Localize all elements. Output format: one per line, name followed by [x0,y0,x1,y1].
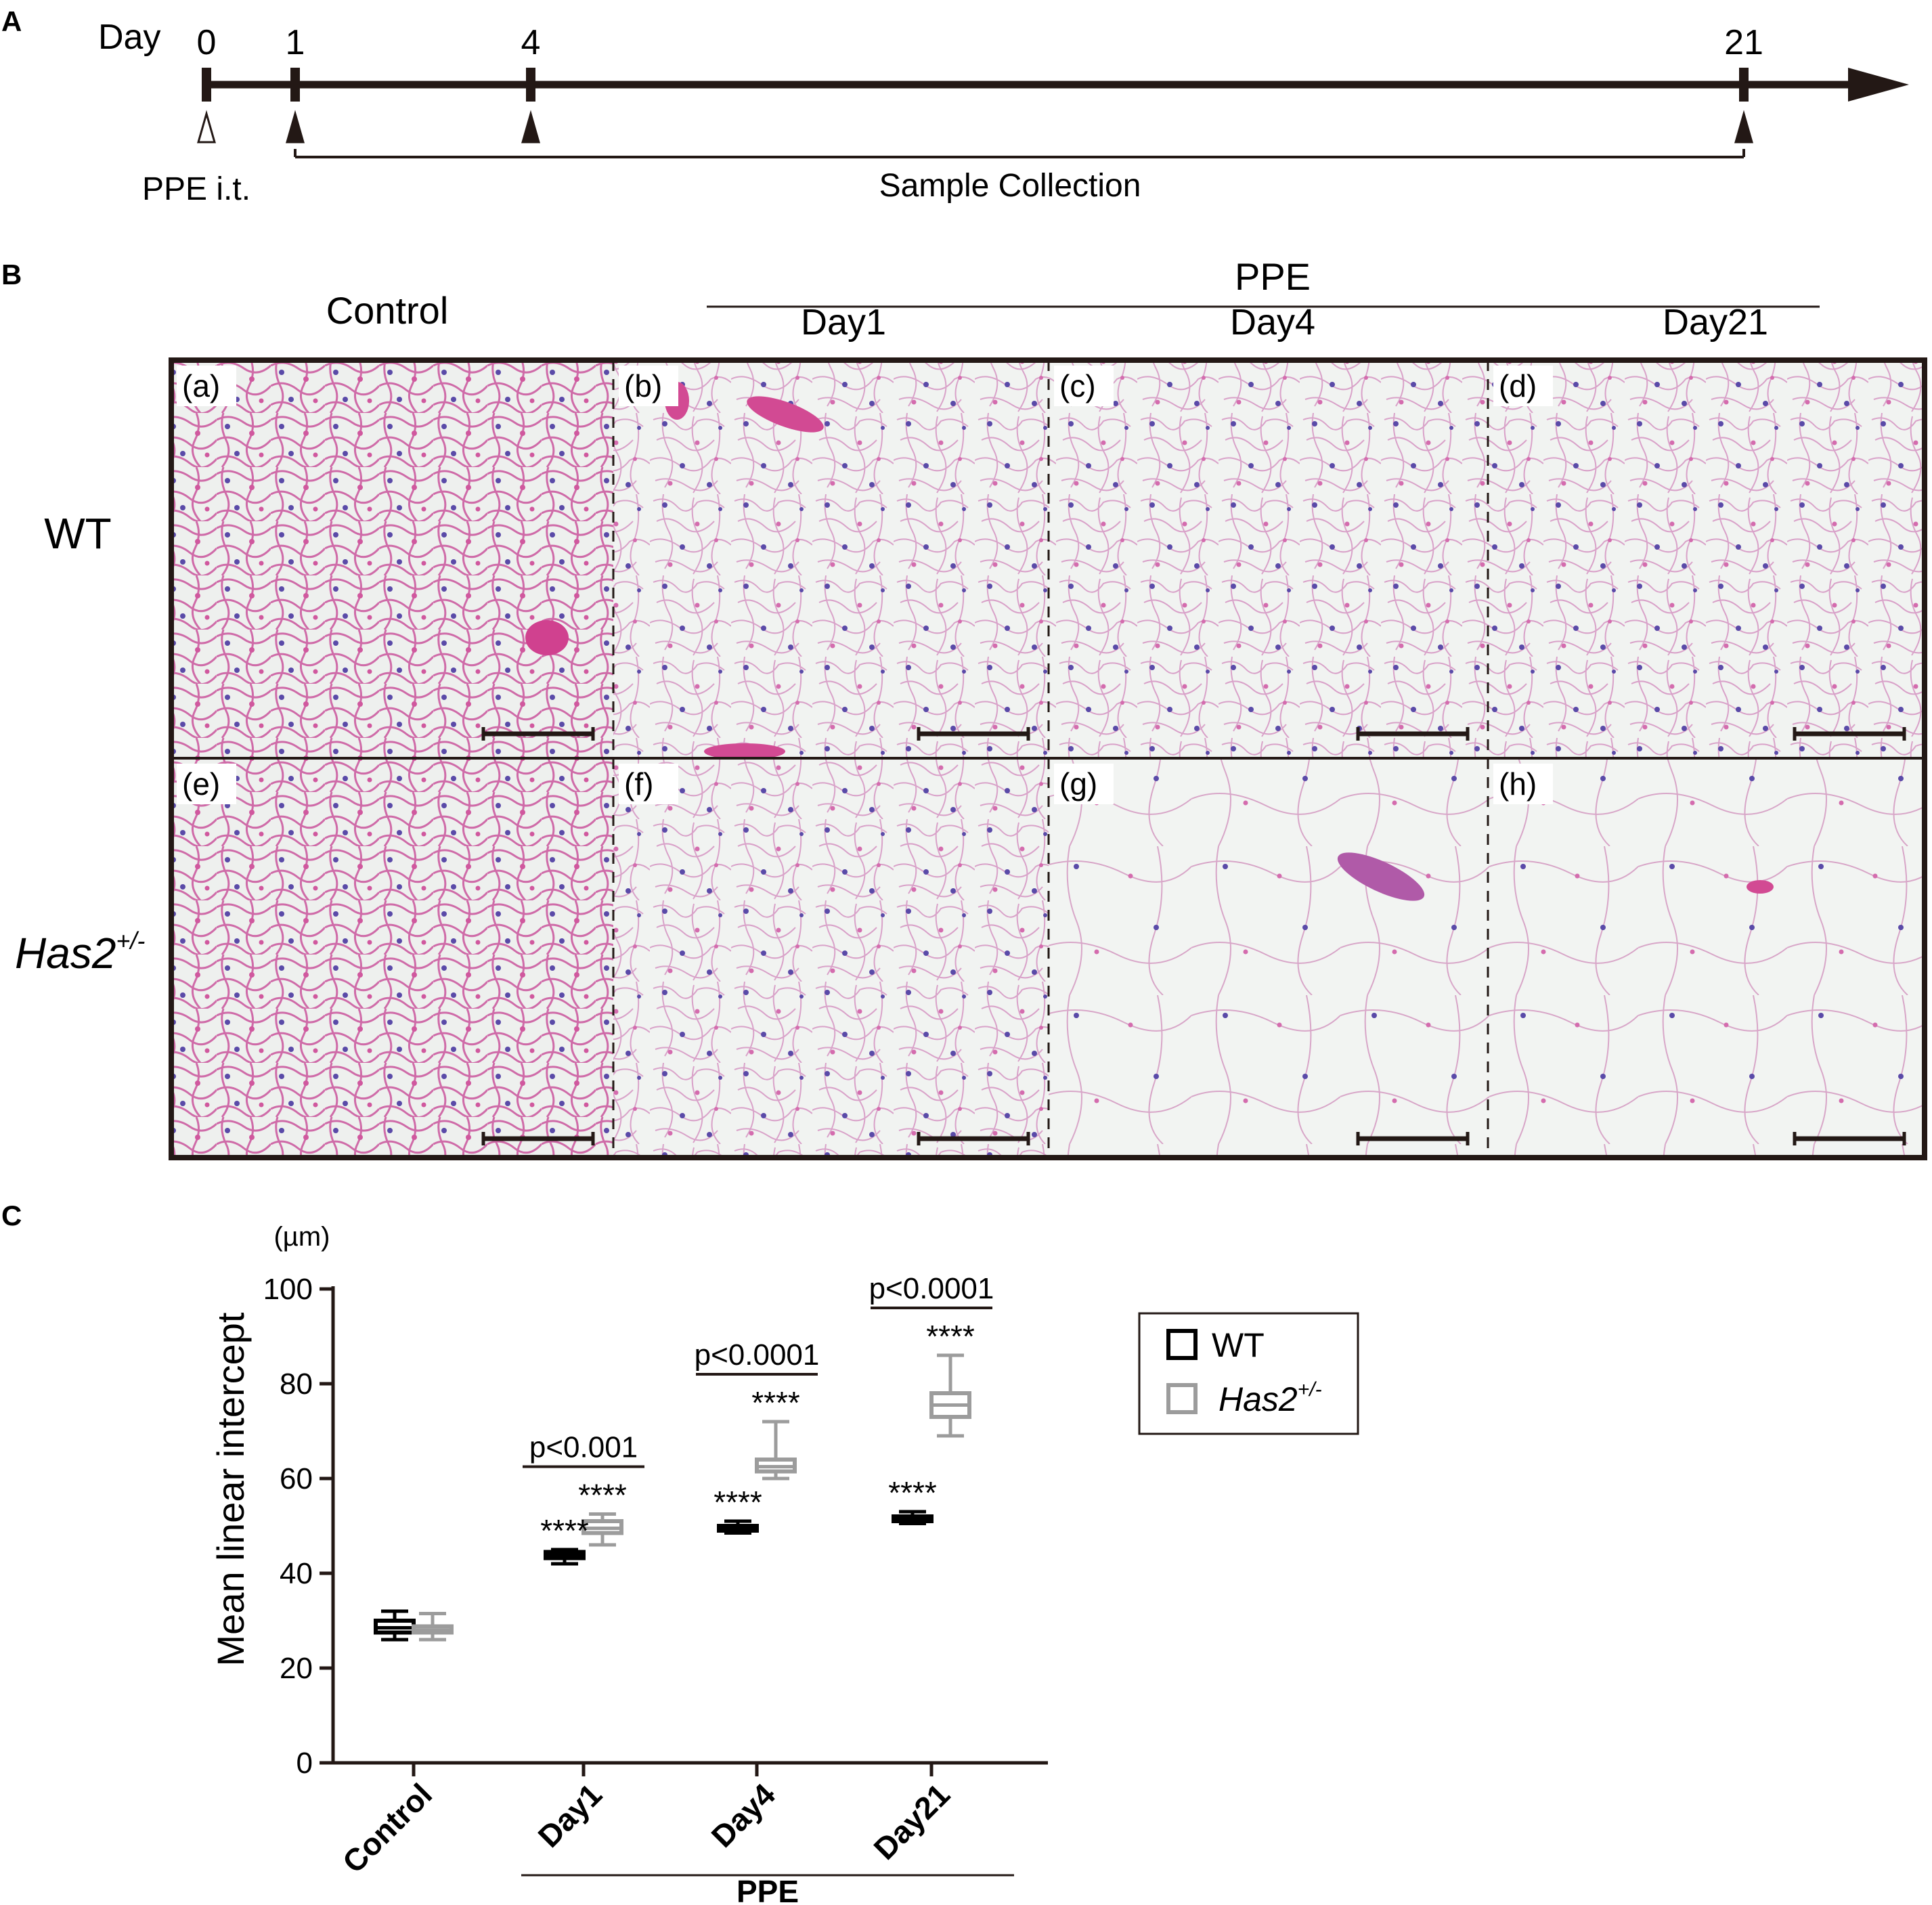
histology-grid [169,357,1927,1160]
comparison-p-value: p<0.0001 [695,1338,820,1372]
box-WT-Control [374,1609,416,1642]
tile-h [1488,758,1925,1158]
filled-arrowhead-icon [286,110,305,144]
ppe-group-label: PPE [737,1874,799,1905]
significance-stars: **** [888,1475,937,1510]
tile-g [1049,758,1488,1158]
legend-swatch-has2 [1166,1383,1198,1414]
row-label-has2: Has2+/- [15,927,145,978]
y-tick-label: 100 [263,1273,313,1306]
open-arrowhead-icon [197,110,216,144]
x-tick-label: Day4 [705,1776,783,1854]
legend: WT Has2+/- [1138,1312,1359,1435]
collection-label: Sample Collection [879,168,1141,204]
scale-bar [481,727,595,741]
day4-column-label: Day4 [1230,302,1315,343]
subpanel-label: (h) [1499,766,1537,802]
timeline-arrowhead [1848,68,1909,102]
timeline-panel: A Day 0 1 4 21 PPE i.t. Sample Collection [1,5,1909,207]
significance-stars: **** [926,1319,975,1354]
significance-stars: **** [540,1513,589,1548]
subpanel-label: (a) [182,368,220,403]
y-tick-label: 80 [280,1367,313,1401]
x-tick-label: Control [336,1776,439,1879]
legend-label-wt: WT [1212,1326,1265,1364]
box-Has2+/--Day1 [581,1512,623,1547]
box-Has2+/--Day21 [929,1353,971,1438]
y-tick-label: 60 [280,1462,313,1495]
y-tick-label: 0 [297,1747,313,1780]
timeline-tick-label-0: 0 [197,23,217,62]
day1-column-label: Day1 [801,302,886,343]
tile-d [1488,360,1925,758]
filled-arrowhead-icon [1734,110,1753,144]
subpanel-label: (b) [624,368,662,403]
x-tick-label: Day21 [866,1776,957,1866]
panel-label-a: A [1,5,22,37]
y-tick-label: 20 [280,1652,313,1685]
tile-c [1049,360,1488,758]
day21-column-label: Day21 [1663,302,1768,343]
y-tick-label: 40 [280,1557,313,1590]
box-WT-Day4 [717,1519,759,1535]
subpanel-label: (f) [624,766,653,802]
box-WT-Day21 [892,1510,934,1525]
scale-bar [1793,1132,1906,1145]
legend-swatch-wt [1166,1329,1198,1360]
row-label-wt: WT [44,509,112,558]
scale-bar [1356,727,1470,741]
subpanel-label: (g) [1059,766,1097,802]
legend-label-has2: Has2+/- [1219,1378,1322,1418]
box-Has2+/--Day4 [755,1420,797,1481]
subpanel-label: (c) [1059,368,1096,403]
subpanel-label: (e) [182,766,220,802]
timeline-tick-label-1: 1 [286,23,305,62]
ppe-column-label: PPE [1235,255,1311,298]
control-column-label: Control [326,289,449,332]
timeline-tick-label-21: 21 [1724,23,1763,62]
tile-f [613,758,1049,1158]
scale-bar [481,1132,595,1145]
significance-stars: **** [578,1478,627,1513]
comparison-p-value: p<0.001 [529,1431,638,1464]
significance-stars: **** [713,1485,762,1520]
x-tick-label: Day1 [531,1776,609,1854]
y-unit-label: (µm) [273,1222,330,1252]
scale-bar [917,1132,1030,1145]
treatment-label: PPE i.t. [142,171,250,207]
filled-arrowhead-icon [521,110,540,144]
box-WT-Day1 [544,1548,586,1566]
timeline-day-label: Day [98,18,160,57]
tile-e [171,758,613,1158]
histology-panel: B Control PPE Day1 Day4 Day21 WT Has2+/-… [1,255,1927,1160]
timeline-tick-label-4: 4 [521,23,541,62]
tile-b [613,360,1049,758]
panel-label-b: B [1,259,22,290]
subpanel-label: (d) [1499,368,1537,403]
histology-frame [169,357,1927,1160]
comparison-p-value: p<0.0001 [869,1272,994,1305]
scale-bar [917,727,1030,741]
scale-bar [1793,727,1906,741]
scale-bar [1356,1132,1470,1145]
significance-stars: **** [751,1385,800,1420]
panel-label-c: C [1,1200,22,1231]
tile-a [171,360,613,758]
box-plot-chart: C (µm) Mean linear intercept 0 20 40 60 80 10… [1,1200,1359,1905]
y-axis-title: Mean linear intercept [209,1312,252,1666]
box-Has2+/--Control [412,1612,454,1642]
